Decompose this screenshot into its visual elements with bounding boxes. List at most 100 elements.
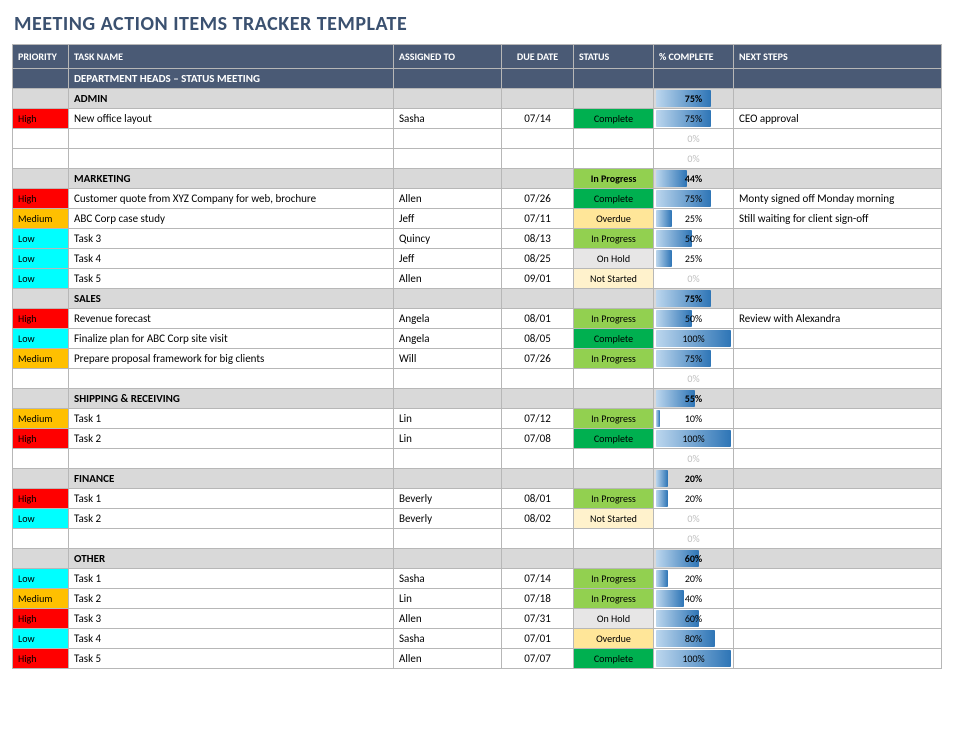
- priority-cell: Low: [13, 629, 69, 649]
- pct-cell: 20%: [654, 469, 734, 489]
- task-cell: Task 2: [69, 589, 394, 609]
- next-cell: [734, 229, 942, 249]
- due-cell: 07/18: [502, 589, 574, 609]
- pct-cell: 25%: [654, 209, 734, 229]
- priority-cell: Low: [13, 329, 69, 349]
- task-cell: Task 5: [69, 649, 394, 669]
- cell: [69, 449, 394, 469]
- cell: [734, 169, 942, 189]
- cell: [502, 289, 574, 309]
- priority-cell: Low: [13, 229, 69, 249]
- table-row: 0%: [13, 129, 942, 149]
- cell: [734, 389, 942, 409]
- cell: [394, 449, 502, 469]
- cell: [394, 389, 502, 409]
- task-cell: Task 1: [69, 569, 394, 589]
- cell: [734, 369, 942, 389]
- due-cell: 07/08: [502, 429, 574, 449]
- table-row: OTHER60%: [13, 549, 942, 569]
- status-cell: [574, 289, 654, 309]
- table-row: HighTask 5Allen07/07Complete100%: [13, 649, 942, 669]
- table-row: SHIPPING & RECEIVING55%: [13, 389, 942, 409]
- next-cell: [734, 489, 942, 509]
- col-header-assigned: ASSIGNED TO: [394, 45, 502, 69]
- table-row: MARKETING In Progress44%: [13, 169, 942, 189]
- table-row: SALES75%: [13, 289, 942, 309]
- due-cell: 08/02: [502, 509, 574, 529]
- status-cell: [574, 89, 654, 109]
- task-cell: Finalize plan for ABC Corp site visit: [69, 329, 394, 349]
- cell: [734, 549, 942, 569]
- next-cell: [734, 349, 942, 369]
- cell: [394, 369, 502, 389]
- assigned-cell: Lin: [394, 429, 502, 449]
- pct-cell: 55%: [654, 389, 734, 409]
- table-row: MediumPrepare proposal framework for big…: [13, 349, 942, 369]
- table-row: LowTask 4Sasha07/01Overdue80%: [13, 629, 942, 649]
- group-title-cell: MARKETING: [69, 169, 394, 189]
- next-cell: [734, 409, 942, 429]
- next-cell: [734, 569, 942, 589]
- status-cell: In Progress: [574, 569, 654, 589]
- action-items-table: PRIORITY TASK NAME ASSIGNED TO DUE DATE …: [12, 44, 942, 669]
- task-cell: Task 2: [69, 509, 394, 529]
- section-title-cell: DEPARTMENT HEADS – STATUS MEETING: [69, 69, 394, 89]
- cell: [502, 129, 574, 149]
- table-row: HighCustomer quote from XYZ Company for …: [13, 189, 942, 209]
- assigned-cell: Angela: [394, 309, 502, 329]
- task-cell: Task 1: [69, 409, 394, 429]
- due-cell: 07/14: [502, 109, 574, 129]
- cell: [394, 69, 502, 89]
- next-cell: [734, 329, 942, 349]
- table-row: LowTask 1Sasha07/14In Progress20%: [13, 569, 942, 589]
- priority-cell: Low: [13, 249, 69, 269]
- cell: [13, 169, 69, 189]
- status-cell: In Progress: [574, 169, 654, 189]
- pct-cell: 44%: [654, 169, 734, 189]
- assigned-cell: Allen: [394, 269, 502, 289]
- status-cell: Not Started: [574, 269, 654, 289]
- priority-cell: High: [13, 609, 69, 629]
- page-title: MEETING ACTION ITEMS TRACKER TEMPLATE: [12, 12, 942, 36]
- table-row: FINANCE20%: [13, 469, 942, 489]
- table-row: LowTask 2Beverly08/02Not Started0%: [13, 509, 942, 529]
- assigned-cell: Angela: [394, 329, 502, 349]
- cell: [13, 469, 69, 489]
- table-header-row: PRIORITY TASK NAME ASSIGNED TO DUE DATE …: [13, 45, 942, 69]
- pct-cell: 60%: [654, 609, 734, 629]
- priority-cell: Medium: [13, 349, 69, 369]
- cell: [69, 369, 394, 389]
- due-cell: 07/01: [502, 629, 574, 649]
- group-title-cell: OTHER: [69, 549, 394, 569]
- table-row: ADMIN75%: [13, 89, 942, 109]
- cell: [394, 289, 502, 309]
- table-row: HighRevenue forecastAngela08/01In Progre…: [13, 309, 942, 329]
- due-cell: 09/01: [502, 269, 574, 289]
- next-cell: [734, 249, 942, 269]
- cell: [69, 149, 394, 169]
- cell: [394, 169, 502, 189]
- priority-cell: Low: [13, 569, 69, 589]
- priority-cell: High: [13, 109, 69, 129]
- table-row: LowTask 3Quincy08/13In Progress50%: [13, 229, 942, 249]
- next-cell: [734, 429, 942, 449]
- task-cell: Task 4: [69, 249, 394, 269]
- cell: [734, 469, 942, 489]
- assigned-cell: Will: [394, 349, 502, 369]
- col-header-due: DUE DATE: [502, 45, 574, 69]
- cell: [502, 69, 574, 89]
- cell: [13, 289, 69, 309]
- cell: [502, 369, 574, 389]
- priority-cell: Low: [13, 269, 69, 289]
- cell: [502, 529, 574, 549]
- due-cell: 07/07: [502, 649, 574, 669]
- col-header-next: NEXT STEPS: [734, 45, 942, 69]
- assigned-cell: Jeff: [394, 209, 502, 229]
- table-row: LowTask 5Allen09/01Not Started0%: [13, 269, 942, 289]
- status-cell: In Progress: [574, 409, 654, 429]
- table-row: 0%: [13, 369, 942, 389]
- assigned-cell: Sasha: [394, 629, 502, 649]
- cell: [69, 129, 394, 149]
- task-cell: Task 4: [69, 629, 394, 649]
- assigned-cell: Lin: [394, 589, 502, 609]
